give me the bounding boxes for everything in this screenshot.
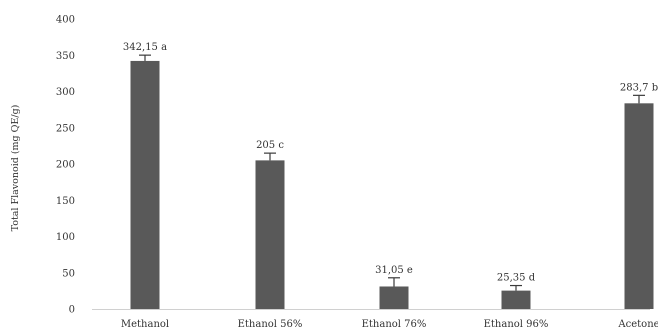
y-tick-label: 250 bbox=[56, 123, 75, 134]
error-bar bbox=[139, 55, 151, 61]
x-tick-label: Ethanol 96% bbox=[484, 319, 549, 330]
error-bar bbox=[388, 278, 400, 287]
error-bar bbox=[510, 286, 522, 291]
x-tick-label: Ethanol 56% bbox=[238, 319, 303, 330]
data-label: 342,15 a bbox=[123, 42, 167, 53]
data-labels-group: 342,15 a 205 c 31,05 e 25,35 d 283,7 b bbox=[123, 42, 658, 283]
x-tick-label: Acetone bbox=[617, 319, 658, 330]
data-label: 31,05 e bbox=[375, 265, 413, 276]
data-label: 205 c bbox=[256, 140, 284, 151]
bar bbox=[256, 160, 285, 309]
bar bbox=[131, 61, 160, 309]
bar bbox=[625, 103, 654, 309]
y-tick-label: 350 bbox=[56, 51, 75, 62]
y-tick-label: 50 bbox=[62, 268, 75, 279]
x-tick-label: Ethanol 76% bbox=[362, 319, 427, 330]
y-tick-label: 400 bbox=[56, 15, 75, 26]
bar bbox=[502, 291, 531, 309]
y-axis-title: Total Flavonoid (mg QE/g) bbox=[10, 105, 21, 232]
x-tick-label: Methanol bbox=[121, 319, 169, 330]
error-bar bbox=[633, 95, 645, 103]
y-axis-ticks: 0 50 100 150 200 250 300 350 400 bbox=[56, 15, 75, 316]
data-label: 25,35 d bbox=[497, 273, 536, 284]
y-tick-label: 200 bbox=[56, 160, 75, 171]
error-bars-group bbox=[139, 55, 645, 290]
x-axis-ticks: Methanol Ethanol 56% Ethanol 76% Ethanol 96… bbox=[121, 319, 658, 330]
y-tick-label: 0 bbox=[69, 305, 75, 316]
bar bbox=[380, 286, 409, 309]
data-label: 283,7 b bbox=[620, 82, 658, 93]
y-tick-label: 100 bbox=[56, 232, 75, 243]
y-tick-label: 150 bbox=[56, 196, 75, 207]
y-tick-label: 300 bbox=[56, 87, 75, 98]
error-bar bbox=[264, 153, 276, 160]
